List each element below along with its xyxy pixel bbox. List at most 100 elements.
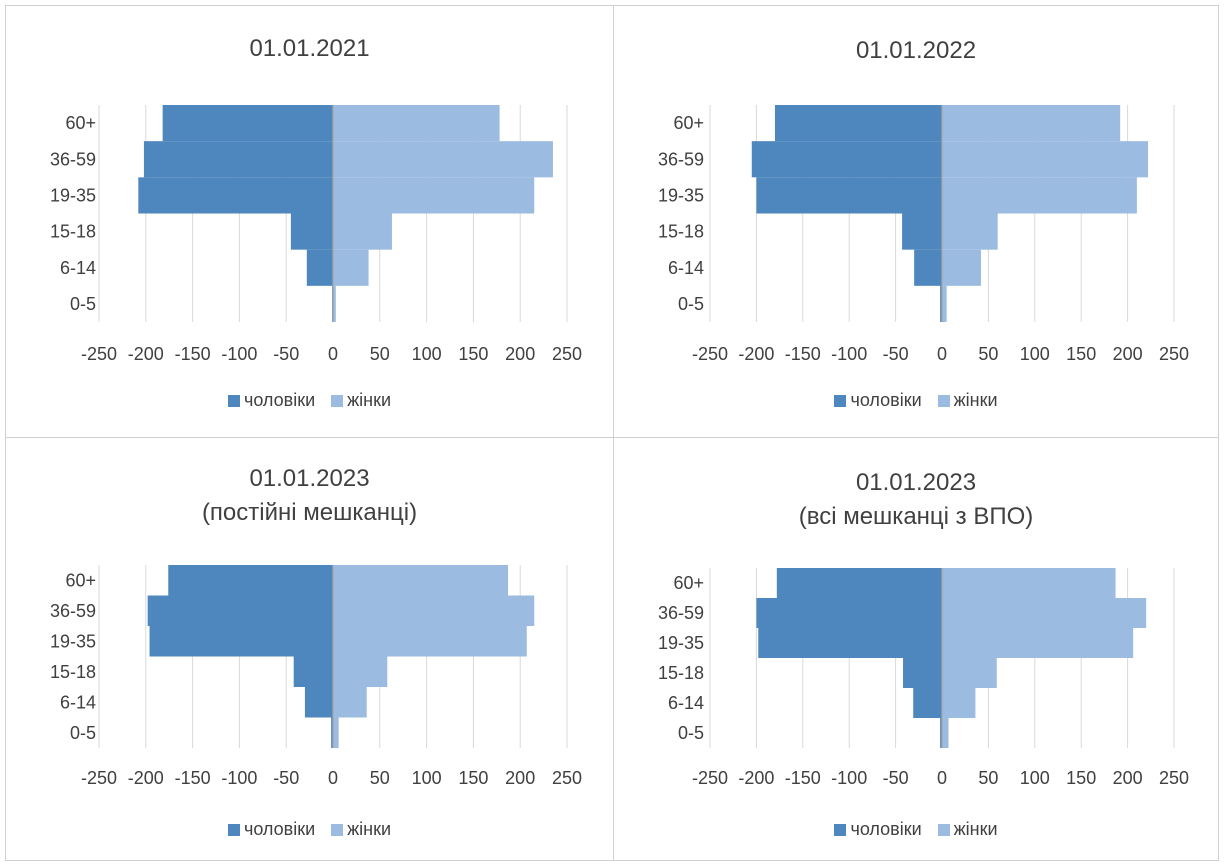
x-tick-label: 50 xyxy=(370,768,390,788)
legend-label: жінки xyxy=(953,819,998,839)
x-tick-label: 150 xyxy=(1066,768,1096,788)
bar-male-36-59 xyxy=(756,598,942,628)
bar-female-36-59 xyxy=(942,141,1149,178)
bar-female-15-18 xyxy=(333,656,388,687)
bar-female-60 xyxy=(942,105,1121,142)
category-label: 60+ xyxy=(673,573,704,593)
bar-female-36-59 xyxy=(333,595,535,626)
x-tick-label: -100 xyxy=(831,344,867,364)
bar-male-15-18 xyxy=(903,658,942,688)
x-tick-label: 250 xyxy=(552,768,582,788)
category-label: 15-18 xyxy=(658,222,704,242)
bar-female-6-14 xyxy=(333,249,369,286)
legend-item-male: чоловіки xyxy=(834,390,922,411)
category-label: 36-59 xyxy=(658,149,704,169)
x-tick-label: 50 xyxy=(978,768,998,788)
x-tick-label: -250 xyxy=(81,344,117,364)
category-label: 19-35 xyxy=(658,185,704,205)
bar-male-19-35 xyxy=(149,626,333,657)
x-tick-label: -150 xyxy=(175,768,211,788)
chart-title: 01.01.2021 xyxy=(6,32,613,66)
x-tick-label: -150 xyxy=(785,344,821,364)
x-tick-label: 200 xyxy=(1113,344,1143,364)
x-tick-label: 50 xyxy=(370,344,390,364)
chart-panel-2023-permanent: 01.01.2023 (постійні мешканці) 0-5 6-14 15-1… xyxy=(5,437,614,861)
pyramid-chart: 0-5 6-14 15-18 19-35 36-59 60+ -250 -200 -150 -10… xyxy=(50,565,582,788)
bar-female-19-35 xyxy=(942,628,1134,658)
chart-title: 01.01.2023 (всі мешканці з ВПО) xyxy=(614,466,1218,534)
legend-swatch-icon xyxy=(227,824,240,836)
x-tick-label: -50 xyxy=(273,344,299,364)
x-tick-label: 200 xyxy=(505,768,535,788)
category-label: 6-14 xyxy=(668,258,704,278)
bar-female-60 xyxy=(333,105,500,142)
x-tick-label: 250 xyxy=(1159,344,1189,364)
chart-panel-2022: 01.01.2022 0-5 6-14 15-18 19-35 36-59 60+ -250-… xyxy=(613,5,1219,438)
bar-female-0-5 xyxy=(942,718,949,748)
category-label: 36-59 xyxy=(658,603,704,623)
x-tick-label: -200 xyxy=(738,344,774,364)
legend-label: жінки xyxy=(347,390,392,410)
x-tick-label: -200 xyxy=(128,344,164,364)
x-tick-label: 100 xyxy=(1020,344,1050,364)
legend-label: чоловіки xyxy=(243,390,316,410)
chart-title-line: (постійні мешканці) xyxy=(201,499,418,526)
category-label: 60+ xyxy=(65,570,96,590)
x-tick-label: 0 xyxy=(328,344,338,364)
pyramid-chart: 0-5 6-14 15-18 19-35 36-59 60+ -250 -200 -150 -10… xyxy=(658,105,1189,364)
category-label: 15-18 xyxy=(50,662,96,682)
category-label: 0-5 xyxy=(678,723,704,743)
x-tick-label: 250 xyxy=(1159,768,1189,788)
bar-female-0-5 xyxy=(942,285,947,322)
bar-female-19-35 xyxy=(333,177,535,214)
x-tick-label: 0 xyxy=(937,768,947,788)
category-label: 19-35 xyxy=(50,185,96,205)
bar-female-6-14 xyxy=(942,249,981,286)
bar-female-60 xyxy=(333,565,509,596)
x-tick-label: -250 xyxy=(692,768,728,788)
bar-female-15-18 xyxy=(942,658,997,688)
x-tick-label: -250 xyxy=(81,768,117,788)
x-tick-label: -250 xyxy=(692,344,728,364)
bar-male-6-14 xyxy=(304,687,333,718)
bar-male-36-59 xyxy=(751,141,942,178)
x-tick-label: -150 xyxy=(785,768,821,788)
pyramid-chart: 0-5 6-14 15-18 19-35 36-59 60+ -250 -200 -150 -10… xyxy=(50,105,582,364)
bar-male-60 xyxy=(162,105,333,142)
bar-male-6-14 xyxy=(914,249,942,286)
x-tick-label: 200 xyxy=(505,344,535,364)
chart-title-line: 01.01.2022 xyxy=(855,37,977,64)
legend-item-female: жінки xyxy=(331,819,391,840)
chart-title-line: (всі мешканці з ВПО) xyxy=(798,503,1034,530)
x-tick-label: 100 xyxy=(412,344,442,364)
chart-legend: чоловіки жінки xyxy=(614,819,1218,840)
category-label: 19-35 xyxy=(50,631,96,651)
bar-female-0-5 xyxy=(333,285,336,322)
legend-label: жінки xyxy=(953,390,998,410)
category-label: 0-5 xyxy=(678,294,704,314)
legend-item-female: жінки xyxy=(331,390,391,411)
chart-panel-2021: 01.01.2021 0-5 6-14 15-18 19-35 36-59 60+ -250-… xyxy=(5,5,614,438)
category-label: 6-14 xyxy=(668,693,704,713)
chart-legend: чоловіки жінки xyxy=(614,390,1218,411)
bar-female-6-14 xyxy=(942,688,976,718)
bar-female-15-18 xyxy=(942,213,998,250)
chart-title-line: 01.01.2021 xyxy=(249,35,370,62)
chart-legend: чоловіки жінки xyxy=(6,819,613,840)
bar-female-36-59 xyxy=(942,598,1147,628)
chart-legend: чоловіки жінки xyxy=(6,390,613,411)
x-tick-label: -50 xyxy=(883,768,909,788)
x-tick-label: 100 xyxy=(412,768,442,788)
bar-male-15-18 xyxy=(293,656,333,687)
legend-swatch-icon xyxy=(331,824,344,836)
x-tick-label: 150 xyxy=(458,344,488,364)
legend-swatch-icon xyxy=(834,824,847,836)
chart-title-line: 01.01.2023 xyxy=(855,469,977,496)
bar-male-0-5 xyxy=(940,718,942,748)
bar-male-36-59 xyxy=(143,141,333,178)
bar-female-19-35 xyxy=(942,177,1137,214)
x-tick-label: -100 xyxy=(221,344,257,364)
x-tick-label: -100 xyxy=(221,768,257,788)
category-label: 15-18 xyxy=(658,663,704,683)
legend-item-female: жінки xyxy=(937,390,998,411)
